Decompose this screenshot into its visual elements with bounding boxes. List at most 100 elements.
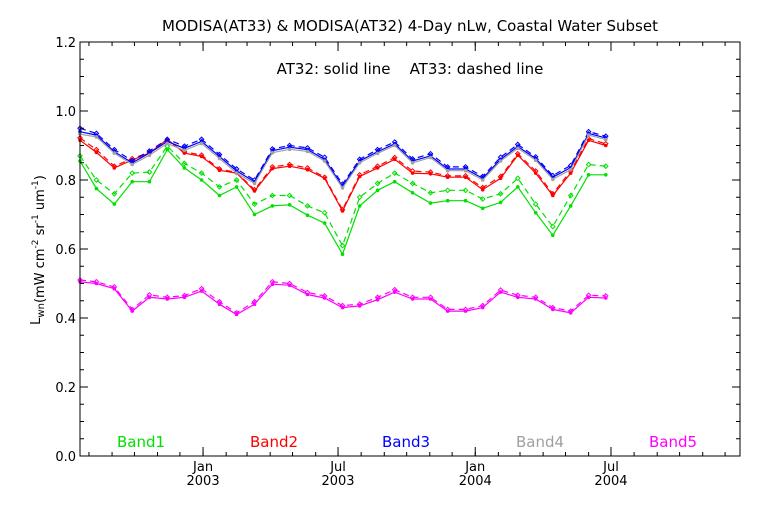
legend: Band1 Band2 Band3 Band4 Band5 — [117, 433, 697, 451]
data-point-band2-dashed — [427, 169, 434, 175]
data-point-band5-dashed — [129, 306, 136, 313]
data-point-band2-dashed — [374, 163, 381, 170]
data-point-band2-dashed — [339, 206, 346, 213]
data-point-band5-dashed — [77, 277, 83, 283]
y-tick-label: 1.0 — [55, 105, 76, 120]
data-point-band1-solid — [533, 211, 538, 215]
data-point-band4-solid — [516, 146, 520, 151]
data-point-band1-solid — [516, 185, 520, 189]
data-point-band2-solid — [340, 209, 345, 213]
data-point-band1-dashed — [585, 161, 592, 168]
data-point-band2-dashed — [356, 171, 363, 178]
data-point-band1-dashed — [286, 192, 293, 199]
data-point-band1-solid — [340, 252, 345, 256]
data-point-band2-dashed — [409, 168, 416, 174]
y-tick-label: 0.4 — [55, 312, 76, 327]
data-point-band3-dashed — [111, 146, 118, 153]
data-point-band5-dashed — [391, 286, 398, 293]
data-point-band2-dashed — [93, 146, 100, 153]
data-point-band2-dashed — [251, 186, 258, 193]
data-point-band3-dashed — [532, 153, 539, 160]
data-point-band1-solid — [463, 198, 468, 203]
data-point-band1-dashed — [146, 169, 153, 175]
data-point-band5-dashed — [602, 293, 609, 299]
data-point-band1-dashed — [304, 202, 311, 209]
data-point-band4-solid — [340, 186, 345, 190]
data-point-band3-dashed — [427, 150, 434, 157]
data-point-band1-dashed — [514, 175, 521, 182]
data-point-band1-solid — [392, 179, 397, 184]
data-point-band2-dashed — [198, 152, 205, 159]
data-point-band5-dashed — [93, 278, 100, 285]
data-point-band2-dashed — [532, 168, 539, 174]
data-point-band1-dashed — [93, 177, 100, 183]
data-point-band5-dashed — [233, 309, 240, 316]
data-point-band3-dashed — [164, 136, 171, 143]
series-line-band5-dashed — [79, 279, 606, 314]
data-point-band1-solid — [217, 193, 222, 198]
data-point-band5-dashed — [514, 292, 521, 299]
data-point-band5-dashed — [549, 304, 556, 311]
data-point-band4-solid — [147, 153, 152, 157]
data-point-band5-dashed — [409, 294, 416, 301]
plot-area — [77, 125, 609, 317]
series-line-band1-dashed — [79, 145, 606, 248]
data-point-band1-dashed — [77, 152, 83, 159]
legend-item-band2: Band2 — [250, 433, 298, 451]
data-point-band2-dashed — [269, 163, 276, 170]
data-point-band2-dashed — [602, 140, 609, 147]
data-point-band4-solid — [270, 150, 275, 155]
y-tick-label: 0.8 — [55, 174, 76, 189]
data-point-band4-solid — [445, 168, 450, 173]
data-point-band5-dashed — [164, 294, 171, 301]
data-point-band3-dashed — [391, 139, 398, 145]
data-point-band1-dashed — [216, 183, 223, 190]
data-point-band5-dashed — [146, 291, 153, 298]
data-point-band1-solid — [357, 204, 362, 208]
data-point-band1-solid — [270, 204, 275, 208]
series-line-band4-solid — [79, 133, 606, 189]
data-point-band2-solid — [252, 189, 257, 193]
data-point-band4-solid — [357, 161, 362, 165]
data-point-band1-dashed — [269, 192, 276, 199]
data-point-band1-solid — [322, 221, 327, 225]
data-point-band4-solid — [199, 141, 204, 146]
data-point-band2-dashed — [304, 165, 311, 171]
data-point-band1-dashed — [602, 163, 609, 170]
x-tick-label-month: Jan — [464, 460, 485, 475]
data-point-band3-dashed — [269, 146, 276, 152]
data-point-band5-dashed — [198, 285, 205, 292]
data-point-band3-dashed — [304, 145, 311, 151]
x-tick-label-year: 2003 — [187, 474, 220, 489]
data-point-band1-solid — [182, 166, 187, 170]
y-axis-label-unit-part: sr — [33, 223, 48, 240]
data-point-band1-dashed — [233, 177, 240, 183]
data-point-band3-dashed — [374, 146, 381, 153]
data-point-band4-solid — [130, 162, 134, 167]
data-point-band3-dashed — [233, 166, 240, 172]
line-style-annotation: AT32: solid line AT33: dashed line — [277, 60, 544, 78]
data-point-band2-dashed — [286, 161, 293, 168]
data-point-band4-solid — [182, 148, 187, 153]
data-point-band3-dashed — [549, 172, 556, 179]
data-point-band1-dashed — [409, 180, 416, 187]
series-line-band1-solid — [79, 148, 606, 256]
svg-text:Lwn(mW cm-2 sr-1 um-1): Lwn(mW cm-2 sr-1 um-1) — [29, 175, 48, 325]
y-axis-label-exponent: -2 — [31, 240, 41, 249]
x-tick-label-month: Jul — [602, 460, 619, 475]
data-point-band1-solid — [130, 179, 134, 184]
data-point-band4-solid — [586, 133, 591, 137]
data-point-band4-solid — [112, 151, 117, 155]
data-point-band1-solid — [305, 213, 310, 217]
data-point-band3-dashed — [514, 141, 521, 148]
data-point-band4-solid — [568, 167, 573, 172]
data-point-band4-solid — [428, 155, 433, 160]
x-tick-label-month: Jul — [329, 460, 346, 475]
data-point-band5-dashed — [532, 294, 539, 301]
legend-item-band5: Band5 — [649, 433, 697, 451]
data-point-band2-dashed — [216, 166, 223, 172]
data-point-band5-dashed — [374, 294, 381, 301]
data-point-band2-dashed — [514, 150, 521, 157]
data-point-band1-solid — [287, 203, 292, 207]
